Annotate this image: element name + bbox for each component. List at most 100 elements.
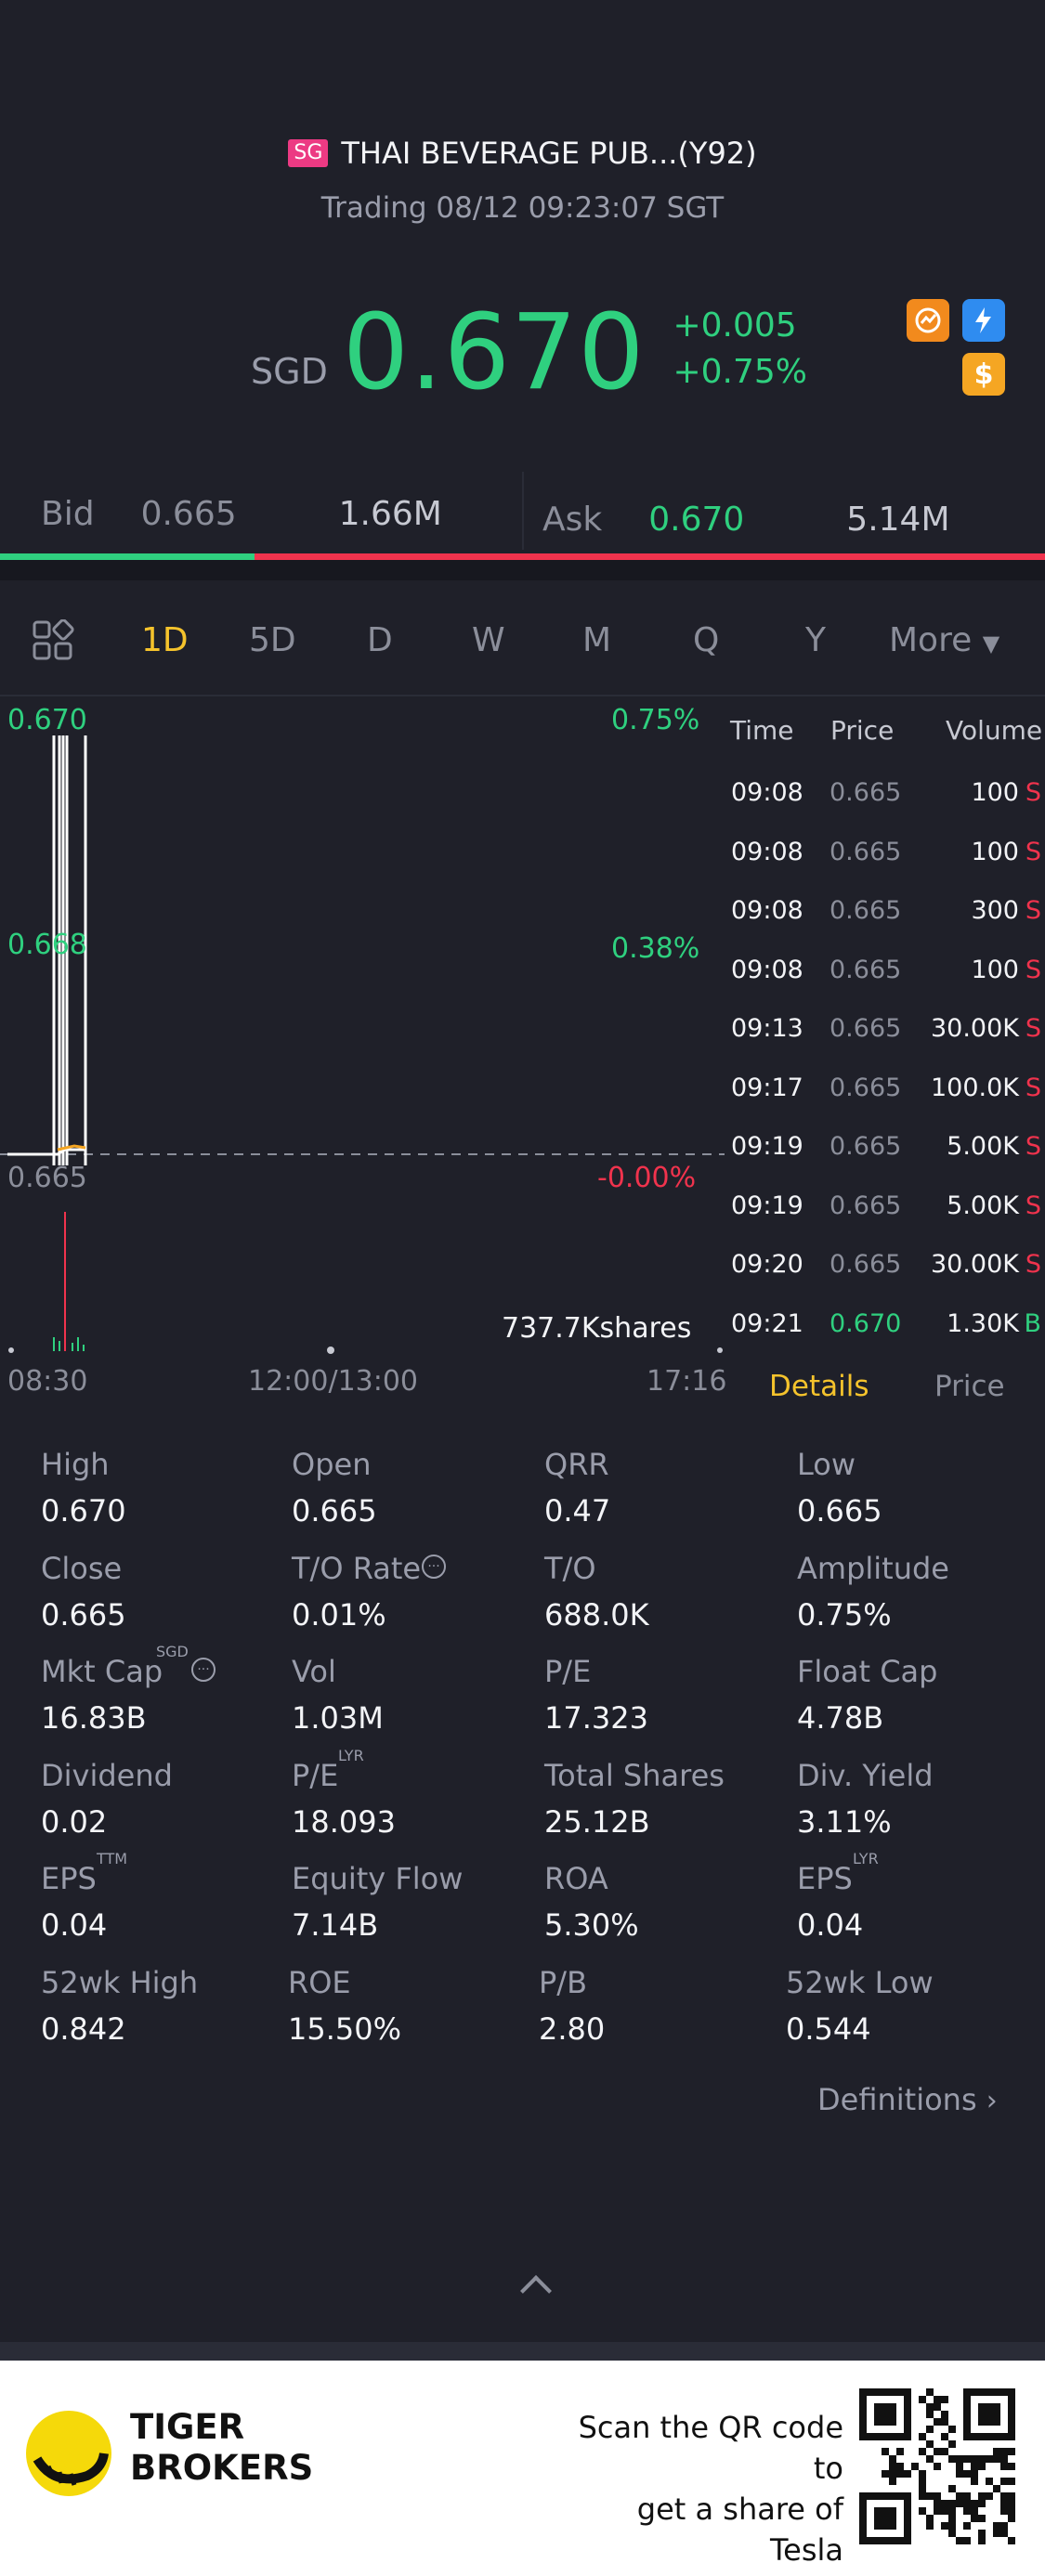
- stat-label: Amplitude: [797, 1550, 949, 1586]
- stat-label: Close: [41, 1550, 123, 1586]
- trade-time: 09:08: [731, 778, 803, 807]
- stat-value: 0.670: [41, 1493, 126, 1529]
- layout-grid-icon[interactable]: [32, 618, 74, 666]
- bid-volume-bar: [0, 553, 255, 560]
- chart-dot: [8, 1347, 14, 1353]
- definitions-link[interactable]: Definitions ›: [817, 2082, 998, 2117]
- pct-label-bottom: -0.00%: [597, 1162, 697, 1194]
- stat-label: Low: [797, 1447, 856, 1482]
- trade-side: S: [1025, 1014, 1041, 1043]
- trade-time: 09:08: [731, 896, 803, 925]
- stat-label: Div. Yield: [797, 1757, 934, 1793]
- stat-label: ROA: [544, 1861, 608, 1896]
- trade-volume: 5.00K: [947, 1190, 1019, 1220]
- stock-title-row[interactable]: SG THAI BEVERAGE PUB...(Y92): [0, 136, 1045, 171]
- trade-time: 09:20: [731, 1250, 803, 1279]
- stat-value: 4.78B: [797, 1700, 884, 1736]
- stat-label: High: [41, 1447, 110, 1482]
- qr-code-icon: [859, 2388, 1015, 2544]
- stat-value: 0.04: [797, 1907, 864, 1943]
- average-price-line: [57, 1144, 86, 1151]
- stat-label: QRR: [544, 1447, 609, 1482]
- tab-q[interactable]: Q: [693, 620, 720, 659]
- period-tabs: 1D 5D D W M Q Y More ▼: [0, 608, 1045, 671]
- trade-price: 0.665: [829, 778, 902, 807]
- flash-level1-icon[interactable]: [962, 299, 1005, 342]
- trade-side: S: [1025, 1250, 1041, 1279]
- volume-total: 737.7Kshares: [502, 1312, 692, 1345]
- info-icon[interactable]: ···: [191, 1658, 216, 1682]
- tab-more-label: More: [889, 620, 973, 659]
- trade-time: 09:17: [731, 1073, 803, 1102]
- trade-volume: 100: [971, 778, 1019, 807]
- trades-header-time: Time: [730, 715, 794, 746]
- trade-row: 09:08 0.665 100 S: [730, 778, 1045, 837]
- last-price: 0.670: [342, 293, 646, 413]
- trade-row: 09:20 0.665 30.00K S: [730, 1250, 1045, 1308]
- stat-value: 25.12B: [544, 1803, 650, 1840]
- stat-label: P/E: [544, 1654, 592, 1689]
- trade-volume: 100: [971, 955, 1019, 984]
- trade-side: S: [1025, 1132, 1041, 1161]
- trades-header-volume: Volume: [946, 715, 1043, 746]
- stat-value: 0.665: [797, 1493, 882, 1529]
- trade-side: S: [1025, 1073, 1041, 1102]
- stat-label: Float Cap: [797, 1654, 938, 1689]
- chart-dot: [717, 1347, 723, 1353]
- brand-line-1: TIGER: [130, 2407, 245, 2447]
- trade-side: S: [1025, 1190, 1041, 1220]
- price-change: +0.005 +0.75%: [673, 303, 807, 396]
- trade-side: S: [1025, 896, 1041, 925]
- fire-badge-icon[interactable]: [907, 299, 949, 342]
- price-line: [7, 1148, 85, 1156]
- stat-value: 0.01%: [292, 1596, 386, 1633]
- stat-label: T/O: [544, 1550, 596, 1586]
- trade-row: 09:21 0.670 1.30K B: [730, 1309, 1045, 1368]
- footer-separator: [0, 2342, 1045, 2361]
- dollar-icon[interactable]: $: [962, 353, 1005, 396]
- tiger-logo-icon: [26, 2411, 111, 2496]
- tab-w[interactable]: W: [472, 620, 505, 659]
- tab-d[interactable]: D: [367, 620, 393, 659]
- stat-value: 1.03M: [292, 1700, 384, 1736]
- stat-value: 3.11%: [797, 1803, 892, 1840]
- ask-section: Ask 0.670 5.14M: [542, 477, 950, 561]
- tab-y[interactable]: Y: [805, 620, 826, 659]
- tab-5d[interactable]: 5D: [249, 620, 296, 659]
- trade-row: 09:08 0.665 300 S: [730, 896, 1045, 955]
- stat-superscript: LYR: [853, 1850, 879, 1867]
- price-lines: [7, 735, 87, 1165]
- chevron-up-icon[interactable]: [520, 2275, 552, 2307]
- trade-row: 09:19 0.665 5.00K S: [730, 1132, 1045, 1190]
- stat-label: EPS: [797, 1861, 853, 1896]
- trade-volume: 30.00K: [930, 1250, 1019, 1279]
- stat-value: 0.75%: [797, 1596, 892, 1633]
- info-icon[interactable]: ···: [422, 1554, 446, 1579]
- trade-price: 0.665: [829, 1250, 902, 1279]
- tab-m[interactable]: M: [582, 620, 612, 659]
- bid-ask-divider: [522, 472, 524, 550]
- trade-time: 09:08: [731, 955, 803, 984]
- intraday-chart[interactable]: [0, 706, 725, 1356]
- trade-volume: 30.00K: [930, 1014, 1019, 1043]
- stat-label: Equity Flow: [292, 1861, 464, 1896]
- y-label-top: 0.670: [7, 704, 87, 736]
- tab-1d[interactable]: 1D: [141, 620, 189, 659]
- ask-volume-bar: [255, 553, 1045, 560]
- tab-more[interactable]: More ▼: [889, 621, 999, 659]
- trading-status: Trading 08/12 09:23:07 SGT: [320, 191, 725, 225]
- stat-superscript: SGD: [156, 1643, 189, 1660]
- stat-value: 16.83B: [41, 1700, 147, 1736]
- tab-details[interactable]: Details: [769, 1370, 869, 1403]
- stat-value: 17.323: [544, 1700, 648, 1736]
- y-label-mid: 0.668: [7, 929, 87, 961]
- bid-price: 0.665: [140, 494, 237, 533]
- stat-value: 0.02: [41, 1803, 108, 1840]
- promo-line-2: get a share of Tesla: [636, 2491, 843, 2568]
- promo-line-1: Scan the QR code to: [578, 2410, 843, 2486]
- tab-price[interactable]: Price: [934, 1370, 1005, 1403]
- stat-value: 0.04: [41, 1907, 108, 1943]
- trade-time: 09:08: [731, 837, 803, 866]
- trade-row: 09:08 0.665 100 S: [730, 838, 1045, 896]
- definitions-label: Definitions: [817, 2082, 977, 2117]
